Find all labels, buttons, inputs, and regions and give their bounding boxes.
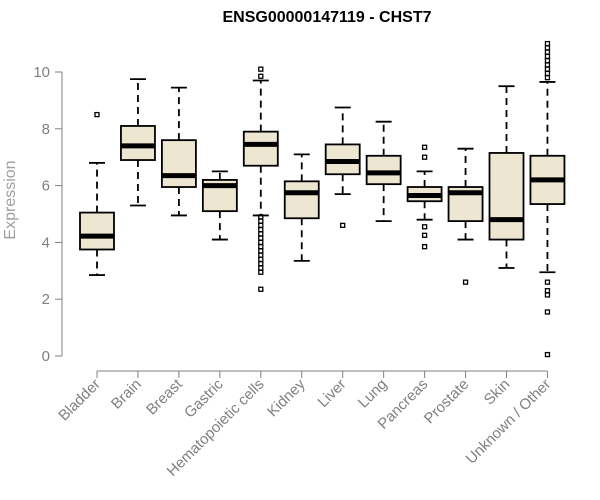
iqr-box xyxy=(242,130,279,167)
iqr-box xyxy=(488,152,525,241)
outlier-point xyxy=(258,222,264,229)
boxplot xyxy=(120,78,156,207)
outlier-point xyxy=(544,288,551,294)
outlier-point xyxy=(544,75,551,81)
y-tick-label: 8 xyxy=(42,121,50,138)
x-tick-label: Kidney xyxy=(264,375,309,420)
outlier-point xyxy=(258,269,264,275)
x-tick-label: Breast xyxy=(143,375,186,418)
outlier-point xyxy=(544,45,551,51)
outlier-point xyxy=(544,66,551,72)
outlier-point xyxy=(421,154,428,160)
outlier-point xyxy=(258,231,264,237)
x-tick-label: Lung xyxy=(355,376,391,412)
boxplot xyxy=(406,144,443,250)
boxplot xyxy=(201,170,238,241)
outlier-point xyxy=(258,244,264,250)
outlier-point xyxy=(544,292,551,298)
boxplot xyxy=(488,85,525,269)
outlier-point xyxy=(544,62,551,68)
y-tick-label: 6 xyxy=(42,178,50,195)
y-tick-label: 2 xyxy=(42,291,50,308)
outlier-point xyxy=(258,235,264,241)
x-tick-label: Liver xyxy=(315,376,350,411)
outlier-point xyxy=(421,144,428,150)
outlier-point xyxy=(421,224,428,230)
outlier-point xyxy=(544,40,551,47)
chart-title: ENSG00000147119 - CHST7 xyxy=(222,9,431,26)
x-tick-label: Brain xyxy=(108,376,145,413)
outlier-point xyxy=(340,222,346,229)
boxplot xyxy=(447,147,484,285)
iqr-box xyxy=(79,211,115,251)
iqr-box xyxy=(365,154,402,186)
outlier-point xyxy=(258,218,264,224)
boxplot xyxy=(160,86,197,217)
outlier-point xyxy=(94,111,100,118)
outlier-point xyxy=(258,66,264,72)
outlier-point xyxy=(258,256,264,263)
axes: 0 2 4 6 8 10 xyxy=(33,64,548,378)
outlier-point xyxy=(258,226,264,233)
y-tick-label: 0 xyxy=(42,348,50,365)
outlier-point xyxy=(544,53,551,60)
outlier-point xyxy=(258,214,264,220)
boxplot xyxy=(324,106,361,229)
outlier-point xyxy=(258,73,264,79)
boxplot xyxy=(242,66,279,292)
outlier-point xyxy=(544,309,551,315)
outlier-point xyxy=(258,248,264,254)
outlier-point xyxy=(258,239,264,246)
outlier-point xyxy=(258,261,264,267)
boxplot xyxy=(283,153,320,262)
x-tick-label: Prostate xyxy=(421,376,473,428)
outlier-point xyxy=(258,286,264,292)
y-axis-label: Expression xyxy=(2,160,19,239)
outlier-point xyxy=(544,351,551,358)
boxplots xyxy=(79,40,566,358)
outlier-point xyxy=(462,279,469,285)
outlier-point xyxy=(544,70,551,77)
outlier-point xyxy=(544,57,551,64)
y-tick-label: 10 xyxy=(33,64,50,81)
outlier-point xyxy=(258,252,264,258)
outlier-point xyxy=(258,265,264,271)
x-tick-label: Bladder xyxy=(55,376,104,425)
iqr-box xyxy=(283,180,320,220)
outlier-point xyxy=(421,244,428,250)
boxplot xyxy=(79,111,115,276)
outlier-point xyxy=(421,232,428,238)
boxplot xyxy=(529,40,566,358)
boxplot xyxy=(365,120,402,223)
iqr-box xyxy=(120,125,156,161)
y-tick-label: 4 xyxy=(42,234,50,251)
iqr-box xyxy=(160,139,197,188)
x-tick-label: Skin xyxy=(481,376,514,409)
outlier-point xyxy=(544,279,551,285)
outlier-point xyxy=(544,49,551,55)
